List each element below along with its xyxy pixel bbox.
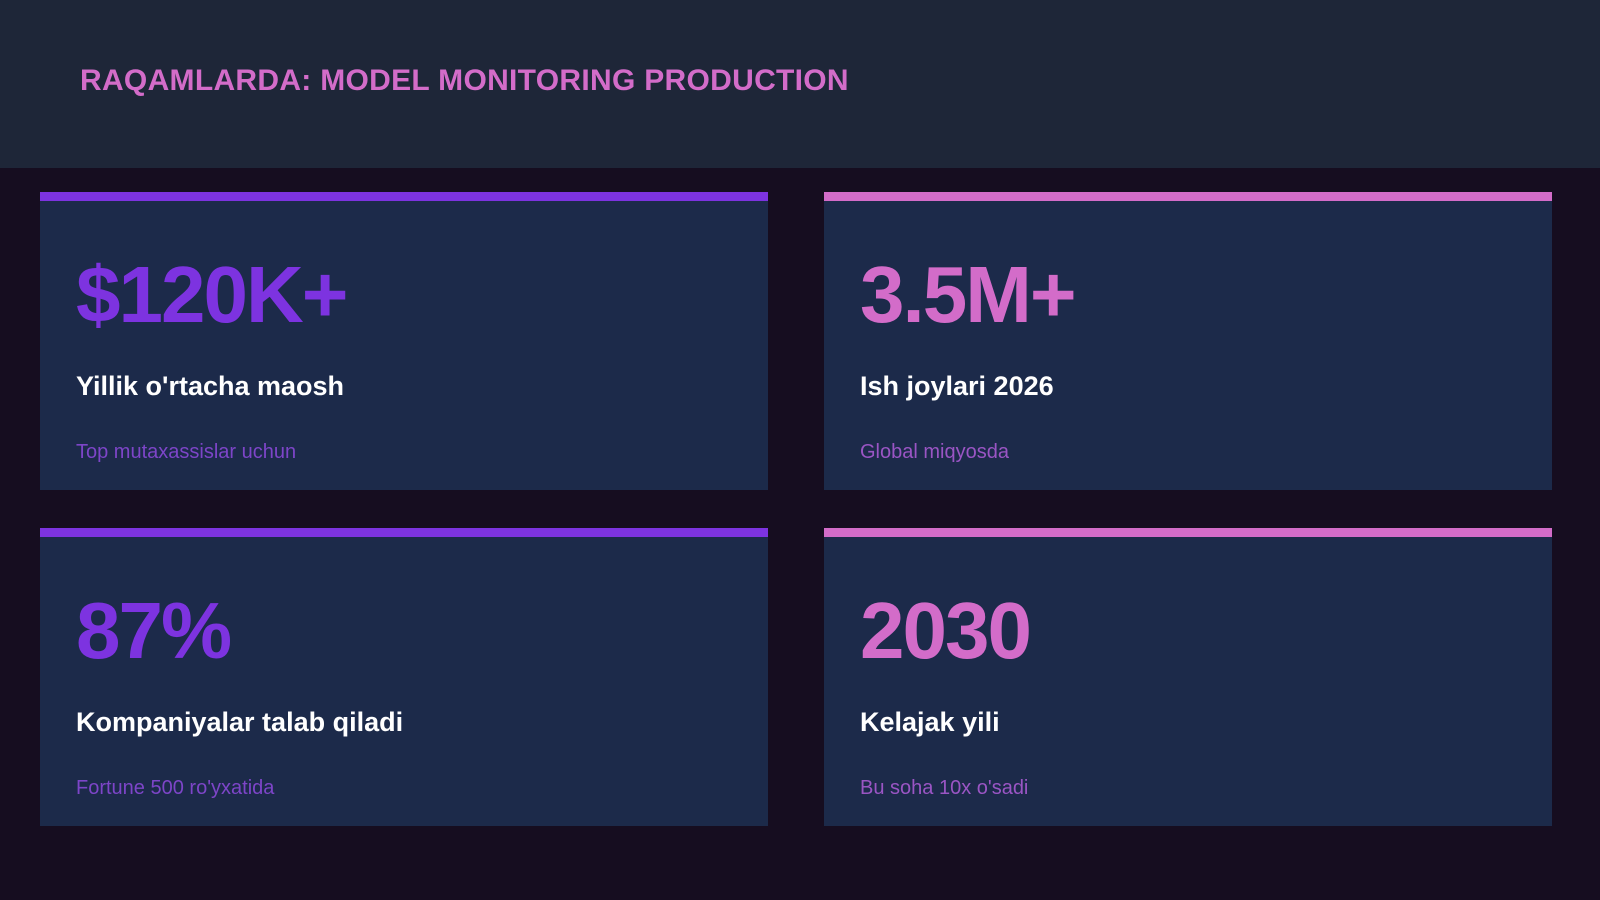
stat-card: 3.5M+ Ish joylari 2026 Global miqyosda bbox=[824, 192, 1552, 490]
stat-label: Yillik o'rtacha maosh bbox=[76, 371, 345, 401]
stat-note: Fortune 500 ro'yxatida bbox=[76, 777, 275, 799]
stat-value: 2030 bbox=[860, 586, 1032, 675]
stat-value: 3.5M+ bbox=[860, 250, 1077, 339]
stat-label: Ish joylari 2026 bbox=[860, 371, 1054, 401]
stat-label: Kelajak yili bbox=[860, 707, 1000, 737]
stat-note: Global miqyosda bbox=[860, 441, 1009, 463]
stat-label: Kompaniyalar talab qiladi bbox=[76, 707, 404, 737]
stat-note: Bu soha 10x o'sadi bbox=[860, 777, 1029, 799]
stat-value: 87% bbox=[76, 586, 232, 675]
title: RAQAMLARDA: MODEL MONITORING PRODUCTION bbox=[80, 64, 849, 97]
stat-card: 87% Kompaniyalar talab qiladi Fortune 500 … bbox=[40, 528, 768, 826]
stat-card: 2030 Kelajak yili Bu soha 10x o'sadi bbox=[824, 528, 1552, 826]
stat-card: $120K+ Yillik o'rtacha maosh Top mutaxassi… bbox=[40, 192, 768, 490]
stat-value: $120K+ bbox=[76, 250, 348, 339]
stat-note: Top mutaxassislar uchun bbox=[76, 441, 297, 463]
header: RAQAMLARDA: MODEL MONITORING PRODUCTION bbox=[0, 0, 1600, 168]
